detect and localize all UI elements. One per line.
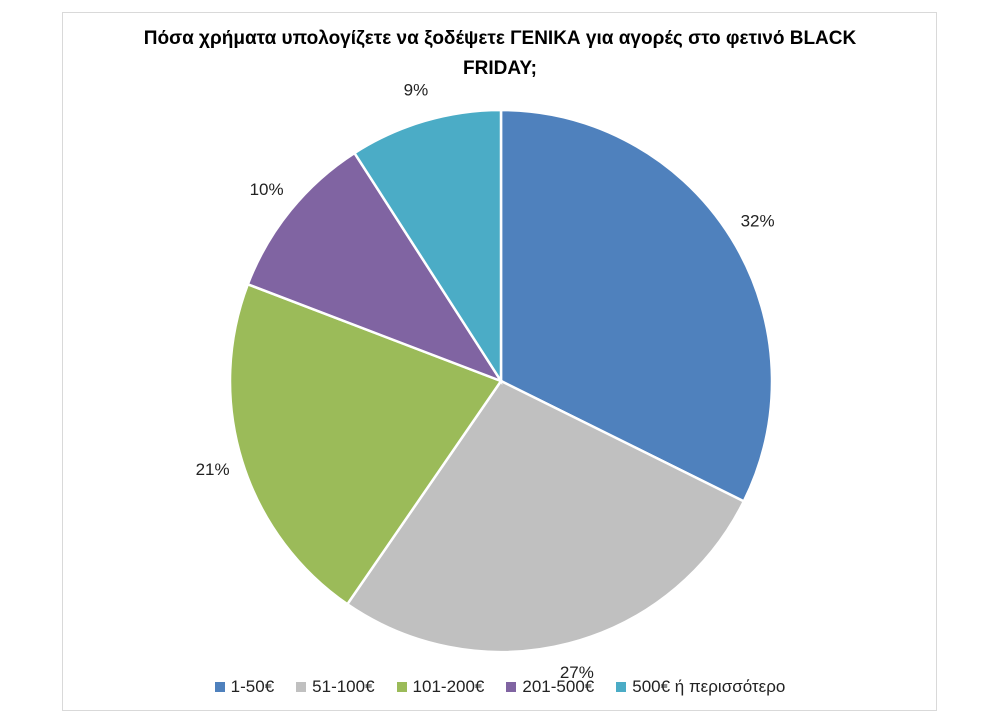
legend-item: 201-500€ [506,677,594,697]
legend-swatch [296,682,307,692]
legend-swatch [506,682,517,692]
legend-label: 500€ ή περισσότερο [632,677,786,696]
legend-item: 101-200€ [396,677,485,697]
legend: 1-50€ 51-100€ 101-200€ 201-500€ 500€ ή περισ… [0,677,1000,697]
legend-label: 1-50€ [230,677,275,696]
legend-item: 500€ ή περισσότερο [616,677,785,697]
legend-swatch [396,682,407,692]
legend-label: 51-100€ [312,677,375,696]
chart-title: Πόσα χρήματα υπολογίζετε να ξοδέψετε ΓΕΝ… [143,28,857,79]
legend-swatch [616,682,627,692]
pie-slice [499,108,774,504]
legend-label: 101-200€ [412,677,485,696]
data-label: 21% [196,460,230,479]
data-label: 32% [741,211,775,230]
legend-label: 201-500€ [522,677,595,696]
data-label: 10% [250,180,284,199]
data-label: 9% [404,81,429,100]
legend-item: 51-100€ [296,677,375,697]
legend-item: 1-50€ [214,677,275,697]
pie-slice [246,151,505,384]
pie-slice [228,282,503,606]
pie-slice [345,379,746,654]
data-label: 27% [560,663,594,682]
chart-frame [62,12,937,711]
legend-swatch [214,682,225,692]
pie-slice [352,108,503,386]
